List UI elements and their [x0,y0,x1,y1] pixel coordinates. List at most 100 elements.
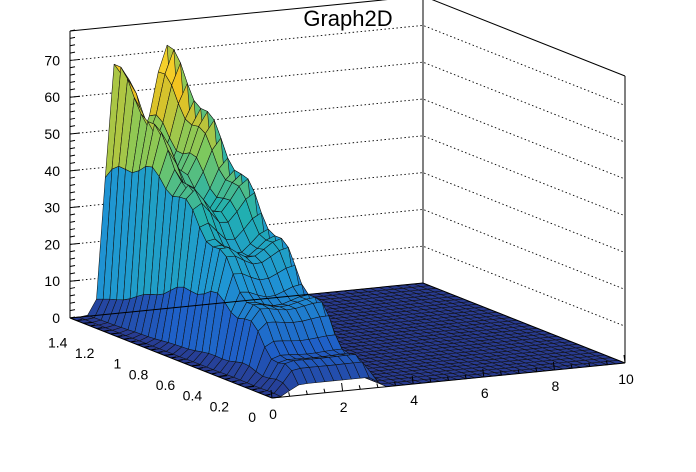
y-tick [157,351,163,354]
z-tick [69,235,76,238]
y-tick-label: 1.2 [75,345,95,361]
x-tick [623,354,626,364]
x-tick [447,376,449,381]
y-tick [238,383,244,386]
y-tick [96,327,103,330]
z-tick [69,44,76,47]
z-gridline [69,24,626,106]
y-tick [271,396,282,399]
z-tick [69,220,76,223]
x-tick [270,389,273,399]
z-tick [69,88,76,91]
y-tick [204,369,210,372]
x-tick [288,392,291,397]
box-floor-back [69,282,626,364]
z-tick [69,309,76,312]
x-tick [358,385,361,390]
z-tick-label: 40 [44,163,60,179]
box-top-back [69,0,626,77]
y-tick-label: 0.4 [183,388,203,404]
z-tick [69,117,76,120]
y-tick [83,321,93,324]
z-tick [69,242,81,245]
z-tick-label: 70 [44,52,60,68]
z-tick [69,257,76,260]
y-tick [123,337,129,340]
y-tick [76,319,82,322]
y-tick [251,388,257,391]
z-tick-label: 10 [44,273,60,289]
z-tick [69,125,76,128]
z-tick [69,169,81,172]
z-tick [69,73,76,76]
z-tick [69,213,76,216]
x-tick [341,382,344,392]
y-tick [184,361,190,364]
z-tick [69,95,81,98]
x-tick [411,375,414,385]
z-tick [69,147,76,150]
z-tick [69,139,76,142]
z-tick [69,161,76,164]
y-tick [245,385,255,388]
x-tick [482,368,485,378]
surface-layer [69,44,626,399]
z-tick-label: 30 [44,200,60,216]
x-tick [394,381,397,386]
z-tick-label: 0 [52,310,60,326]
z-tick-label: 60 [44,89,60,105]
z-tick [69,279,81,282]
x-tick [429,378,432,383]
z-tick [69,66,76,69]
y-tick [265,393,271,396]
x-tick [570,364,573,369]
z-tick [69,272,76,275]
y-tick-label: 1 [114,356,122,372]
x-tick [499,371,502,376]
x-tick [376,383,379,388]
y-tick [231,380,237,383]
x-tick-label: 4 [410,392,418,408]
z-tick [69,132,81,135]
x-tick-label: 10 [618,371,634,387]
y-tick [164,353,174,356]
x-tick [323,388,326,393]
y-tick [130,340,136,343]
y-tick [110,332,120,335]
z-tick [69,29,76,32]
z-tick-label: 20 [44,236,60,252]
z-tick [69,81,76,84]
y-tick-label: 0 [248,409,256,425]
z-tick [69,184,76,187]
x-tick [552,361,555,371]
x-tick [588,362,591,367]
z-tick [69,250,76,253]
z-tick [69,51,76,54]
z-tick [69,287,76,290]
z-tick [69,316,81,319]
y-tick [150,348,156,351]
x-tick-label: 2 [340,399,348,415]
y-tick [177,359,183,362]
x-tick [517,369,520,374]
z-tick [69,103,76,106]
x-tick [464,374,467,379]
z-tick [69,36,76,39]
z-tick [69,191,76,194]
z-tick [69,58,81,61]
z-tick [69,264,76,267]
y-tick [137,343,147,346]
y-tick [103,329,109,332]
y-tick [197,367,204,370]
y-tick [143,345,150,348]
y-tick-label: 1.4 [48,334,68,350]
y-tick [224,377,230,380]
y-tick [90,324,96,327]
y-tick [258,391,264,394]
y-tick [218,375,228,378]
y-tick [211,372,217,375]
y-tick-label: 0.2 [210,398,230,414]
z-tick [69,294,76,297]
